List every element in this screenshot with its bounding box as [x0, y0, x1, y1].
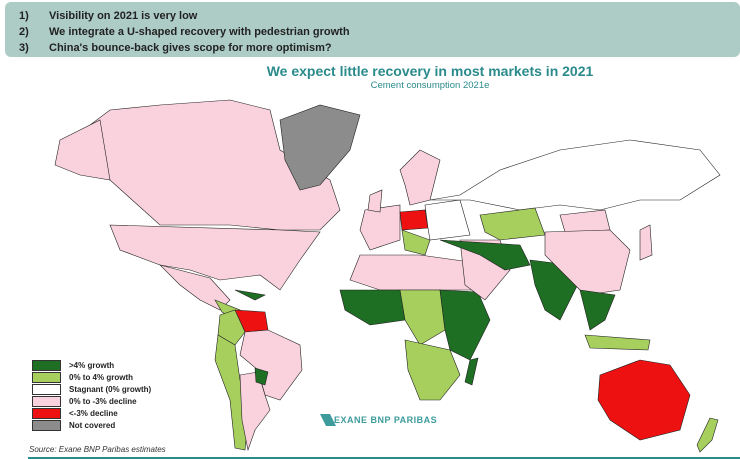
mongolia [559, 209, 611, 233]
china [544, 229, 631, 296]
legend-swatch [32, 395, 61, 407]
map-subtitle: Cement consumption 2021e [370, 80, 490, 91]
poland [399, 209, 429, 231]
kazakhstan [479, 207, 546, 241]
legend-item: 0% to 4% growth [32, 371, 151, 383]
summary-point: 2) We integrate a U-shaped recovery with … [19, 26, 350, 38]
summary-point: 3) China's bounce-back gives scope for mo… [19, 42, 332, 54]
balkans [401, 229, 431, 256]
legend-swatch [32, 359, 61, 371]
eastern-europe [424, 199, 471, 241]
central-africa [399, 289, 446, 346]
mexico [159, 264, 231, 311]
summary-point: 1) Visibility on 2021 is very low [19, 10, 198, 22]
uk [367, 189, 383, 213]
cuba [234, 289, 266, 301]
japan [639, 224, 653, 261]
greenland [279, 104, 361, 191]
legend-item: >4% growth [32, 359, 151, 371]
logo-mark-icon [320, 414, 336, 426]
footer-rule [28, 457, 740, 459]
brazil [239, 329, 303, 401]
southeast-asia [579, 289, 616, 331]
madagascar [464, 357, 479, 386]
alaska [54, 119, 111, 181]
scandinavia [399, 149, 441, 206]
new-zealand [696, 417, 719, 453]
exane-logo: EXANE BNP PARIBAS [320, 412, 437, 428]
canada [69, 99, 341, 231]
map-legend: >4% growth 0% to 4% growth Stagnant (0% … [32, 359, 151, 431]
north-africa [349, 254, 479, 291]
map-title: We expect little recovery in most market… [266, 63, 594, 79]
legend-item: Stagnant (0% growth) [32, 383, 151, 395]
legend-swatch [32, 371, 61, 383]
indonesia [584, 334, 651, 351]
russia [429, 139, 721, 211]
west-africa [339, 289, 406, 326]
paraguay [254, 367, 269, 386]
legend-item: Not covered [32, 419, 151, 431]
australia [597, 359, 691, 441]
western-europe [359, 204, 401, 251]
source-note: Source: Exane BNP Paribas estimates [29, 445, 166, 454]
southern-africa [404, 339, 461, 401]
legend-swatch [32, 419, 61, 431]
legend-swatch [32, 407, 61, 419]
legend-item: <-3% decline [32, 407, 151, 419]
colombia [217, 309, 246, 346]
legend-item: 0% to -3% decline [32, 395, 151, 407]
usa [109, 224, 321, 291]
peru-chile [214, 334, 249, 451]
legend-swatch [32, 383, 61, 395]
summary-box: 1) Visibility on 2021 is very low 2) We in… [5, 2, 740, 57]
turkey-iran [439, 239, 531, 271]
